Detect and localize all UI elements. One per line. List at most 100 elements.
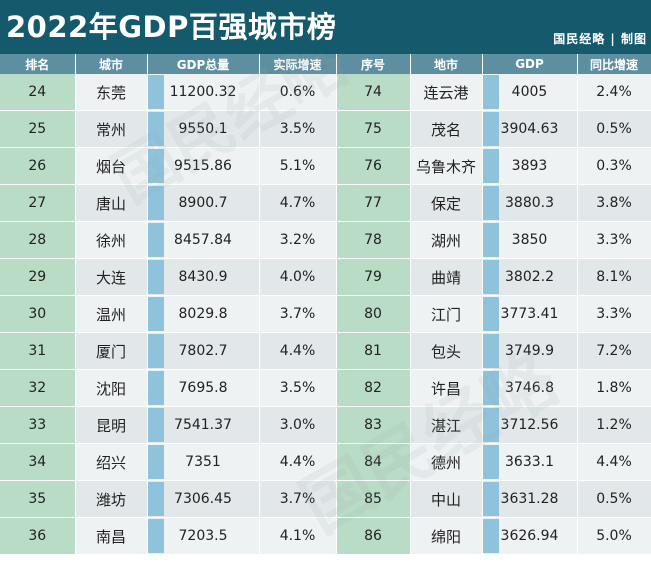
gdp-value: 3746.8 [505, 380, 554, 396]
gdp-value: 3749.9 [505, 343, 554, 359]
growth-cell: 3.5% [259, 110, 337, 148]
rank-cell: 26 [0, 147, 76, 185]
gdp-bar [482, 223, 499, 257]
growth2-cell: 1.8% [577, 369, 651, 407]
gdp-bar [147, 149, 164, 183]
header-gdp: GDP [482, 54, 578, 74]
gdp-bar [147, 75, 164, 109]
table-row: 25 常州 9550.1 3.5% 75 茂名 3904.63 0.5% [0, 110, 651, 148]
rank-cell: 34 [0, 443, 76, 481]
serial-cell: 80 [336, 295, 411, 333]
gdp-bar [482, 371, 499, 405]
table-row: 31 厦门 7802.7 4.4% 81 包头 3749.9 7.2% [0, 332, 651, 370]
gdp-bar [147, 371, 164, 405]
city-cell: 沈阳 [75, 369, 148, 407]
gdp-bar [147, 334, 164, 368]
table-row: 24 东莞 11200.32 0.6% 74 连云港 4005 2.4% [0, 74, 651, 111]
rank-cell: 35 [0, 480, 76, 518]
gdp2-cell: 3893 [482, 147, 578, 185]
city-cell: 常州 [75, 110, 148, 148]
gdp-bar [147, 297, 164, 331]
growth-cell: 4.7% [259, 184, 337, 222]
growth-cell: 0.6% [259, 74, 337, 111]
table-body: 24 东莞 11200.32 0.6% 74 连云港 4005 2.4% 25 常州 9550.1 3… [0, 74, 651, 555]
growth2-cell: 4.4% [577, 443, 651, 481]
table-row: 30 温州 8029.8 3.7% 80 江门 3773.41 3.3% [0, 295, 651, 333]
gdp2-cell: 3626.94 [482, 517, 578, 555]
serial-cell: 86 [336, 517, 411, 555]
gdp-cell: 7541.37 [147, 406, 260, 444]
growth-cell: 3.5% [259, 369, 337, 407]
header-yoy-growth: 同比增速 [577, 54, 651, 74]
prefecture-cell: 茂名 [410, 110, 483, 148]
gdp-cell: 9515.86 [147, 147, 260, 185]
prefecture-cell: 曲靖 [410, 258, 483, 296]
table-header-row: 排名 城市 GDP总量 实际增速 序号 地市 GDP 同比增速 [0, 54, 651, 74]
city-cell: 温州 [75, 295, 148, 333]
gdp-bar [482, 149, 499, 183]
growth-cell: 3.7% [259, 480, 337, 518]
gdp-value: 9515.86 [174, 158, 232, 174]
growth2-cell: 3.8% [577, 184, 651, 222]
gdp-bar [482, 75, 499, 109]
prefecture-cell: 中山 [410, 480, 483, 518]
gdp-cell: 7306.45 [147, 480, 260, 518]
serial-cell: 74 [336, 74, 411, 111]
gdp-value: 3893 [511, 158, 548, 174]
gdp2-cell: 3773.41 [482, 295, 578, 333]
serial-cell: 82 [336, 369, 411, 407]
table-row: 34 绍兴 7351 4.4% 84 德州 3633.1 4.4% [0, 443, 651, 481]
gdp-bar [482, 112, 499, 146]
header-rank: 排名 [0, 54, 76, 74]
rank-cell: 36 [0, 517, 76, 555]
gdp-bar [147, 186, 164, 220]
gdp-value: 3626.94 [500, 528, 559, 544]
growth2-cell: 8.1% [577, 258, 651, 296]
header-gdp-total: GDP总量 [147, 54, 260, 74]
growth2-cell: 7.2% [577, 332, 651, 370]
gdp-value: 3802.2 [505, 269, 554, 285]
gdp-value: 8430.9 [178, 269, 228, 285]
gdp-bar [147, 519, 164, 553]
growth2-cell: 3.3% [577, 295, 651, 333]
rank-cell: 25 [0, 110, 76, 148]
growth-cell: 5.1% [259, 147, 337, 185]
gdp-bar [147, 482, 164, 516]
gdp-bar [482, 408, 499, 442]
gdp2-cell: 3631.28 [482, 480, 578, 518]
gdp2-cell: 3802.2 [482, 258, 578, 296]
growth-cell: 3.0% [259, 406, 337, 444]
gdp-cell: 7695.8 [147, 369, 260, 407]
gdp-bar [482, 186, 499, 220]
gdp2-cell: 3880.3 [482, 184, 578, 222]
serial-cell: 76 [336, 147, 411, 185]
rank-cell: 27 [0, 184, 76, 222]
rank-cell: 24 [0, 74, 76, 111]
growth2-cell: 0.5% [577, 480, 651, 518]
gdp-cell: 9550.1 [147, 110, 260, 148]
gdp2-cell: 3850 [482, 221, 578, 259]
prefecture-cell: 连云港 [410, 74, 483, 111]
gdp-bar [147, 112, 164, 146]
gdp-bar [482, 445, 499, 479]
header-city: 城市 [75, 54, 148, 74]
gdp-cell: 8029.8 [147, 295, 260, 333]
rank-cell: 31 [0, 332, 76, 370]
city-cell: 绍兴 [75, 443, 148, 481]
gdp-bar [482, 297, 499, 331]
header-prefecture: 地市 [410, 54, 483, 74]
gdp-value: 3712.56 [500, 417, 559, 433]
gdp-value: 11200.32 [169, 84, 237, 100]
gdp-value: 7695.8 [178, 380, 228, 396]
table-row: 33 昆明 7541.37 3.0% 83 湛江 3712.56 1.2% [0, 406, 651, 444]
gdp-cell: 11200.32 [147, 74, 260, 111]
city-cell: 厦门 [75, 332, 148, 370]
city-cell: 昆明 [75, 406, 148, 444]
city-cell: 南昌 [75, 517, 148, 555]
prefecture-cell: 许昌 [410, 369, 483, 407]
gdp-value: 3633.1 [505, 454, 554, 470]
gdp-cell: 8457.84 [147, 221, 260, 259]
prefecture-cell: 德州 [410, 443, 483, 481]
growth2-cell: 0.5% [577, 110, 651, 148]
rank-cell: 30 [0, 295, 76, 333]
